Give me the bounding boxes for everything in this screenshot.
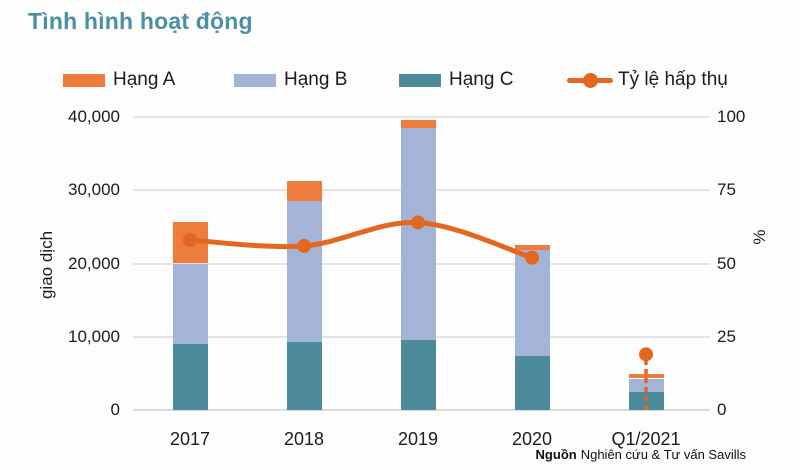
legend-label-hang-c: Hạng C	[449, 69, 514, 90]
bar-segment-hạng-a-2019	[400, 119, 436, 128]
x-axis-line	[133, 409, 710, 411]
y-tick-left: 20,000	[68, 253, 120, 273]
legend-item-hang-c: Hạng C	[399, 67, 513, 93]
legend-label-hang-b: Hạng B	[284, 69, 348, 90]
legend-label-absorption-rate: Tỷ lệ hấp thụ	[618, 69, 728, 90]
hang-c-swatch	[399, 73, 441, 87]
bar-segment-hạng-c-2019	[400, 339, 436, 410]
x-tick-label: Q1/2021	[611, 429, 681, 449]
line-point-2020	[525, 250, 539, 265]
bar-segment-hạng-a-2018	[286, 181, 322, 202]
bar-segment-hạng-b-Q1-2021	[628, 378, 664, 393]
bar-segment-hạng-b-2017	[172, 263, 208, 345]
y-tick-left: 0	[110, 400, 120, 419]
source-note: Nguồn Nghiên cứu & Tư vấn Savills	[536, 447, 746, 462]
bar-segment-hạng-b-2018	[286, 201, 322, 342]
x-tick-label: 2020	[511, 429, 553, 449]
x-tick-label: 2019	[397, 429, 439, 449]
y-tick-right: 25	[717, 326, 736, 346]
line-point-2019	[411, 215, 425, 230]
y-tick-left: 40,000	[68, 107, 120, 126]
bar-segment-hạng-b-2019	[400, 127, 436, 340]
line-point-2018	[297, 238, 311, 253]
x-tick-label: 2017	[169, 429, 211, 449]
source-prefix: Nguồn	[535, 447, 577, 462]
legend-item-hang-a: Hạng A	[63, 67, 175, 93]
chart-title: Tình hình hoạt động	[28, 8, 253, 34]
y-tick-left: 10,000	[68, 326, 120, 346]
x-tick-label: 2018	[283, 429, 325, 449]
legend-label-hang-a: Hạng A	[113, 69, 176, 90]
hang-b-swatch	[234, 73, 276, 87]
y-tick-right: 75	[717, 180, 736, 200]
bar-segment-hạng-c-2020	[514, 355, 550, 410]
grid-line	[133, 116, 710, 118]
bar-segment-hạng-b-2020	[514, 250, 550, 356]
y-tick-right: 50	[717, 253, 736, 273]
y-tick-left: 30,000	[68, 180, 120, 200]
bar-segment-hạng-c-2017	[172, 344, 208, 410]
line-point-Q1/2021	[639, 347, 653, 362]
hang-a-swatch	[63, 73, 105, 87]
bar-segment-hạng-a-Q1-2021	[628, 374, 664, 379]
y-tick-right: 0	[717, 400, 727, 419]
absorption-line	[187, 219, 535, 261]
bar-segment-hạng-c-Q1-2021	[628, 392, 664, 410]
y-tick-right: 100	[717, 107, 746, 126]
line-swatch-dot	[583, 72, 598, 88]
absorption-line-swatch	[567, 72, 613, 88]
source-text: Nghiên cứu & Tư vấn Savills	[580, 447, 746, 462]
bar-segment-hạng-a-2020	[514, 245, 550, 251]
bar-segment-hạng-c-2018	[286, 341, 322, 410]
legend-item-absorption-rate: Tỷ lệ hấp thụ	[567, 67, 728, 93]
legend-item-hang-b: Hạng B	[234, 67, 347, 93]
line-point-2017	[183, 233, 197, 248]
